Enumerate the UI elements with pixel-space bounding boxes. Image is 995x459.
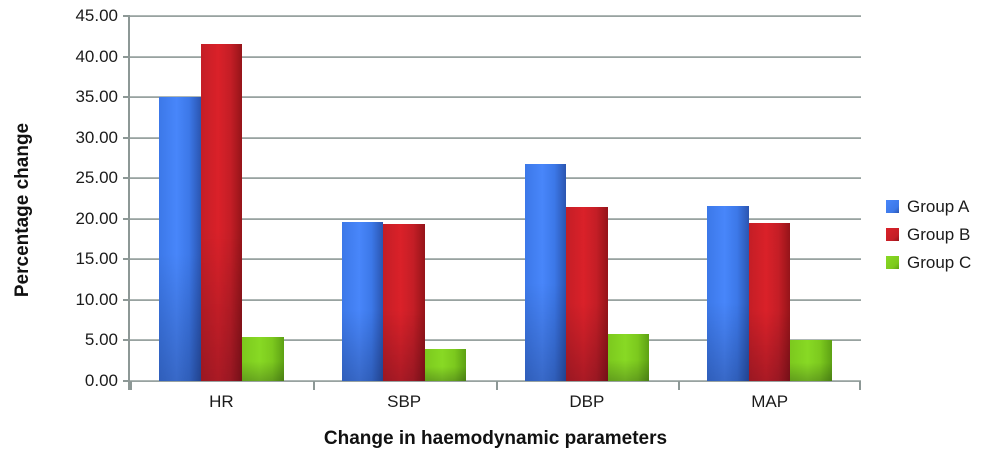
x-tick-label-map: MAP [751,392,789,411]
legend-label-group-b: Group B [907,225,971,244]
gridline [130,55,861,58]
x-tick-label-hr: HR [209,392,234,411]
y-axis-tick [123,258,130,261]
gridline [130,217,861,220]
legend-item-group-b: Group B [886,225,971,244]
legend: Group A Group B Group C [886,197,971,272]
y-tick-label: 10.00 [75,289,118,309]
x-tick-label-dbp: DBP [569,392,605,411]
bar-group-a-sbp [341,222,384,381]
bar-group-b-hr [200,44,243,381]
y-axis-line [128,16,130,390]
bar-group-a-map [707,205,749,381]
y-axis-tick [123,55,130,58]
gridline [130,136,861,139]
x-axis-tick [130,381,132,390]
y-axis-tick [123,136,130,139]
gridline [130,177,861,180]
x-axis-tick [859,381,861,390]
x-axis-tick [312,381,315,390]
y-tick-label: 40.00 [75,46,118,66]
x-axis-tick [678,381,681,390]
y-axis-tick [123,15,130,17]
gridline [130,258,861,261]
legend-label-group-a: Group A [907,197,970,216]
y-tick-label: 0.00 [84,371,118,390]
gridline [130,15,861,17]
gridline [130,339,861,342]
legend-item-group-c: Group C [886,253,971,272]
bar-group-c-sbp [424,348,467,381]
y-tick-label: 5.00 [84,330,118,350]
legend-label-group-c: Group C [907,253,972,272]
y-axis-tick [123,298,130,301]
x-axis-tick [495,381,498,390]
gridline [130,298,861,301]
bar-group-c-map [790,339,832,381]
x-tick-label-sbp: SBP [387,392,422,411]
gridline [130,96,861,99]
y-axis-tick [123,96,130,99]
bar-group-a-dbp [524,164,567,381]
legend-swatch-group-a [886,200,899,213]
bar-group-c-dbp [607,333,650,381]
y-axis-tick [123,339,130,342]
y-tick-label: 25.00 [75,168,118,188]
bar-group-c-hr [242,337,284,381]
bar-group-a-hr [159,97,201,381]
y-tick-label: 30.00 [75,127,118,147]
y-axis-tick [123,217,130,220]
legend-item-group-a: Group A [886,197,971,216]
y-axis-tick [123,177,130,180]
y-axis-tick [123,380,130,382]
bar-group-b-dbp [566,207,608,381]
y-tick-label: 45.00 [75,6,118,25]
x-axis-title: Change in haemodynamic parameters [323,428,668,449]
y-tick-label: 15.00 [75,249,118,269]
y-tick-label: 35.00 [75,87,118,107]
legend-swatch-group-c [886,256,899,269]
legend-swatch-group-b [886,228,899,241]
y-tick-label: 20.00 [75,208,118,228]
bar-group-b-map [748,222,791,381]
bar-group-b-sbp [383,223,425,381]
